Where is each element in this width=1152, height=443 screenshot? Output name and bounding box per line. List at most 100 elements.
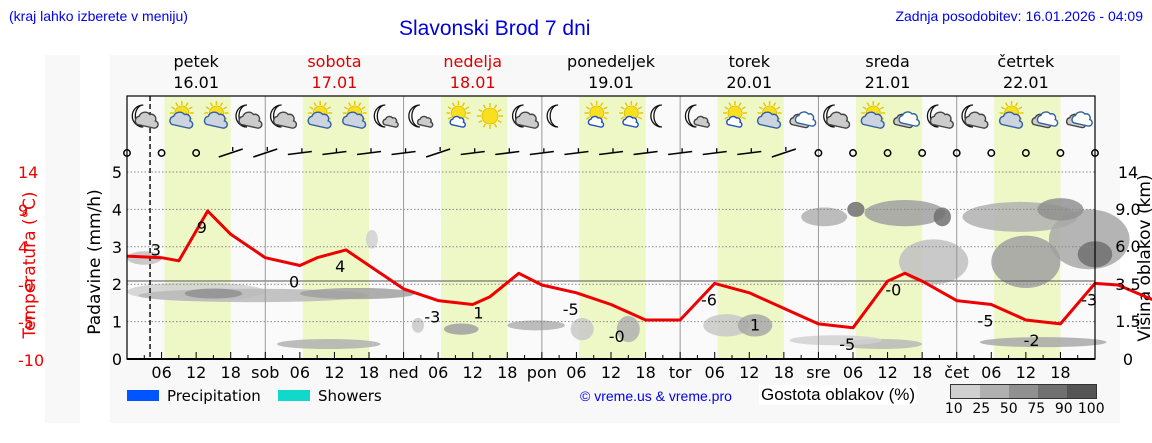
cloud-density-scale: 10 25 50 75 90 100 (930, 384, 1105, 417)
temperature-value-label: -5 (839, 335, 855, 354)
x-hour-label: 18 (359, 363, 379, 382)
wind-barb-icon (218, 148, 243, 158)
day-date: 20.01 (726, 73, 773, 92)
temp-tick: -5 (18, 313, 34, 332)
cloud-height-tick: 3.5 (1115, 275, 1140, 294)
wind-barb-icon (737, 150, 762, 156)
wind-barb-icon (598, 150, 624, 156)
day-name: ponedeljek (567, 52, 655, 71)
temperature-value-label: 1 (750, 315, 760, 334)
x-day-label: sre (806, 363, 830, 382)
x-hour-label: 18 (912, 363, 932, 382)
temperature-value-label: -5 (978, 311, 994, 330)
x-hour-label: 12 (1016, 363, 1036, 382)
wind-barb-icon (633, 150, 658, 156)
density-bar (950, 384, 1097, 399)
precip-tick: 0 (112, 350, 122, 369)
precip-tick: 4 (112, 200, 122, 219)
daylight-band (441, 96, 508, 359)
cloud-blob (299, 287, 416, 300)
day-date: 18.01 (449, 73, 496, 92)
cloud-blob (443, 323, 479, 335)
cloud-height-tick: 9.0 (1115, 200, 1140, 219)
density-tick: 10 (944, 401, 963, 417)
density-swatch (1009, 385, 1038, 398)
temp-tick: 9 (18, 201, 29, 220)
day-name: nedelja (443, 52, 503, 71)
x-hour-label: 18 (497, 363, 517, 382)
wind-barb-icon (322, 150, 347, 156)
daylight-band (855, 96, 923, 359)
wind-barb-icon (460, 150, 485, 156)
precipitation-legend-label: Precipitation (167, 387, 261, 405)
precipitation-swatch (127, 390, 159, 401)
x-hour-label: 06 (566, 363, 586, 382)
showers-swatch (278, 390, 310, 401)
density-tick: 50 (999, 401, 1018, 417)
cloud-blob (616, 315, 640, 343)
temperature-line: 3 9 0 4 -3 1 -5 -0 -6 1 -5 -0 -5 -2 -3 (126, 209, 1152, 354)
day-date: 17.01 (311, 73, 358, 92)
precip-tick: 1 (112, 313, 122, 332)
calm-wind-icon (192, 149, 201, 157)
region-menu-hint[interactable]: (kraj lahko izberete v meniju) (9, 8, 188, 24)
cloud-height-tick: 6.0 (1115, 237, 1140, 256)
x-hour-label: 06 (981, 363, 1001, 382)
temperature-value-label: 0 (289, 273, 299, 292)
cloud-blob (184, 288, 243, 299)
last-update: Zadnja posodobitev: 16.01.2026 - 04:09 (895, 8, 1143, 24)
cloud-density-layer (126, 198, 1130, 350)
cloud-blob (979, 337, 1107, 348)
calm-wind-icon (883, 149, 892, 157)
temp-tick: -0 (18, 276, 34, 295)
x-hour-label: 12 (877, 363, 897, 382)
wind-barb-icon (529, 150, 554, 156)
density-tick: 100 (1077, 401, 1105, 417)
day-name: sreda (865, 52, 910, 71)
day-date: 16.01 (173, 73, 220, 92)
calm-wind-icon (1021, 149, 1030, 157)
cloud-blob (933, 207, 951, 227)
calm-wind-icon (918, 149, 927, 157)
precip-tick: 5 (112, 163, 122, 182)
cloud-height-tick: 14 (1118, 163, 1138, 182)
temp-tick: 14 (18, 163, 39, 182)
x-hour-label: 18 (635, 363, 655, 382)
temperature-value-label: 9 (197, 218, 207, 237)
density-swatch (1038, 385, 1067, 398)
calm-wind-icon (157, 149, 166, 157)
day-name: sobota (307, 52, 362, 71)
cloud-height-tick: 0 (1123, 350, 1133, 369)
cloud-blob (789, 335, 882, 346)
wind-barb-icon (391, 150, 416, 156)
temperature-value-label: -3 (424, 308, 440, 327)
cloud-blob (991, 235, 1061, 288)
temperature-value-label: 1 (473, 304, 483, 323)
temperature-value-label: 3 (151, 241, 161, 260)
cloud-height-tick: 1.5 (1115, 312, 1140, 331)
day-name: četrtek (997, 52, 1055, 71)
temperature-value-label: -2 (1024, 331, 1040, 350)
calm-wind-icon (987, 149, 996, 157)
temp-tick: 4 (18, 238, 29, 257)
calm-wind-icon (849, 149, 857, 157)
temperature-value-label: 4 (335, 257, 345, 276)
wind-barb-icon (287, 150, 312, 156)
x-day-label: ned (389, 363, 419, 382)
x-hour-label: 18 (221, 363, 241, 382)
wind-barb-icon (495, 150, 520, 156)
cloud-blob (1037, 198, 1084, 221)
wind-barb-icon (356, 150, 382, 156)
temperature-value-label: -0 (609, 327, 625, 346)
day-date: 21.01 (864, 73, 911, 92)
x-hour-label: 06 (151, 363, 171, 382)
grid-lines (127, 96, 1095, 359)
x-hour-label: 06 (290, 363, 310, 382)
cloud-blob (737, 314, 773, 337)
wind-barb-icon (253, 148, 278, 158)
cloud-blob (570, 317, 594, 341)
x-hour-label: 06 (843, 363, 863, 382)
copyright-link[interactable]: © vreme.us & vreme.pro (580, 388, 732, 404)
